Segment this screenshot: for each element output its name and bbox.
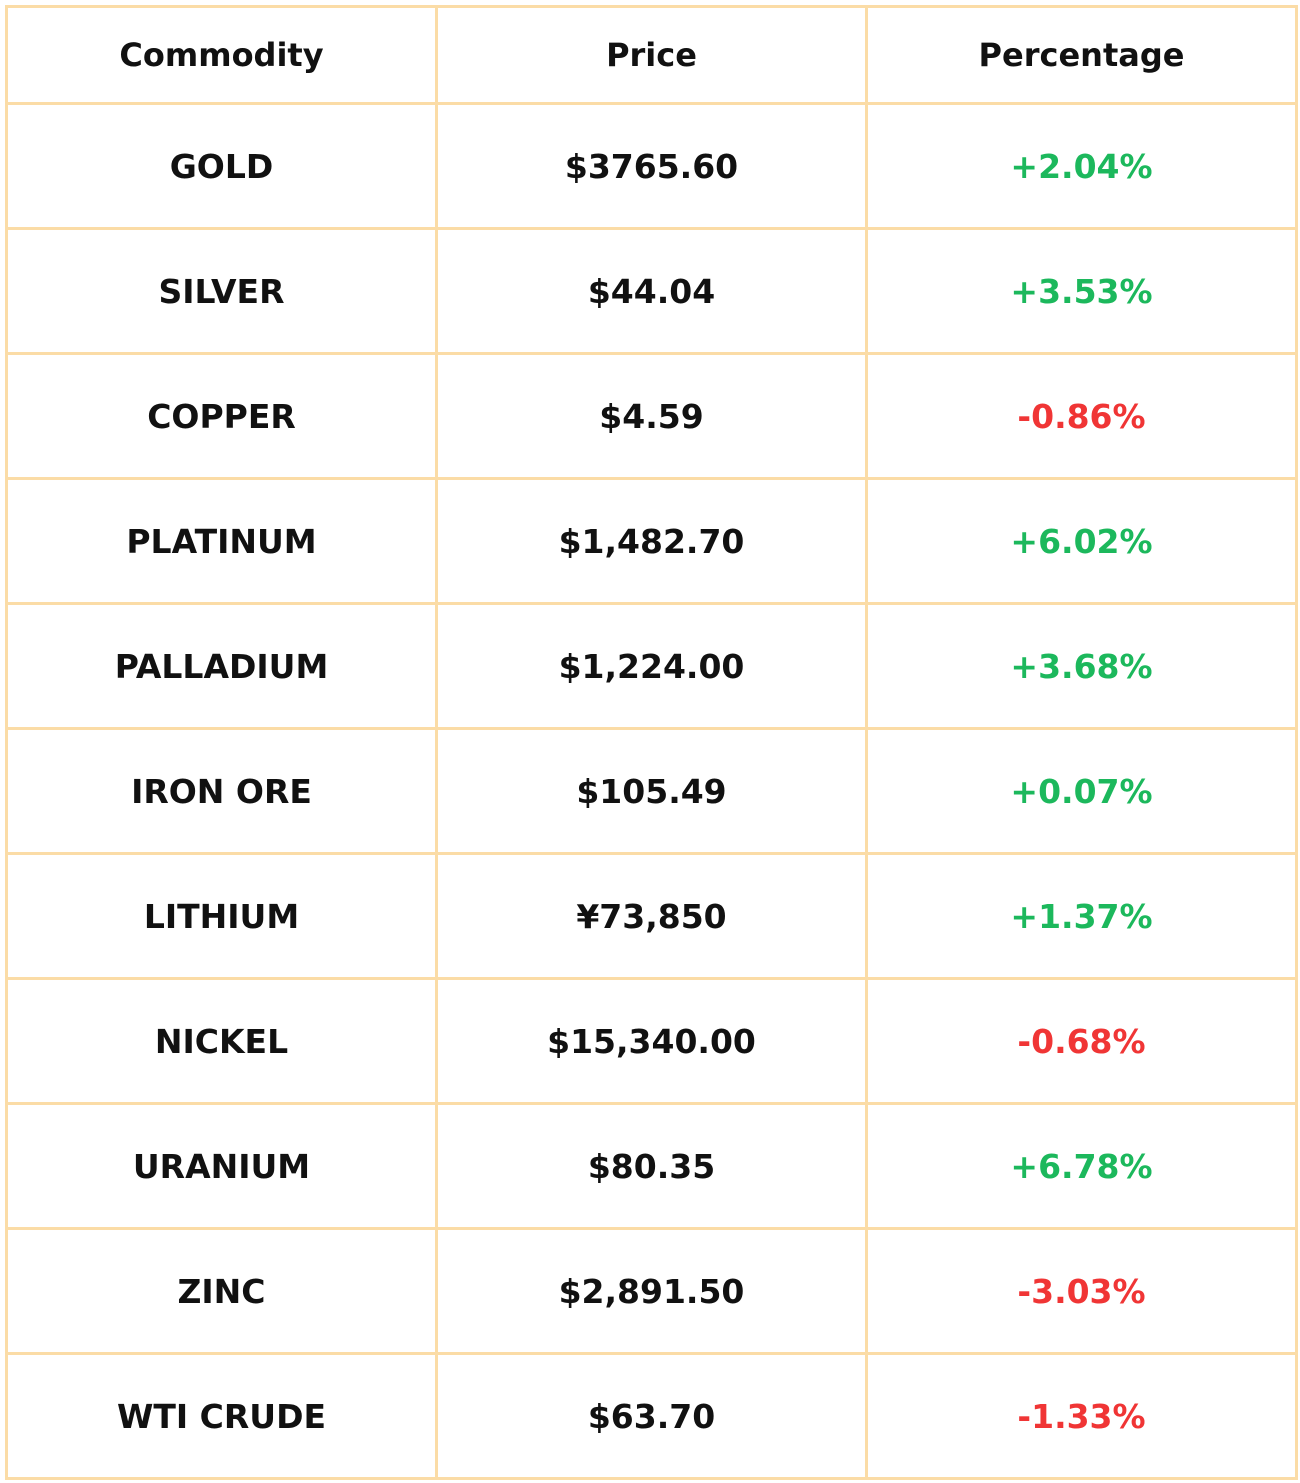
commodity-cell: PALLADIUM [5, 602, 438, 730]
commodity-cell: URANIUM [5, 1102, 438, 1230]
table-body: GOLD $3765.60 +2.04% SILVER $44.04 +3.53% COPP… [5, 102, 1298, 1480]
commodity-cell: WTI CRUDE [5, 1352, 438, 1480]
commodity-cell: LITHIUM [5, 852, 438, 980]
price-cell: $1,224.00 [435, 602, 868, 730]
table-row: IRON ORE $105.49 +0.07% [5, 727, 1298, 855]
percentage-cell: -0.86% [865, 352, 1298, 480]
percentage-cell: +3.68% [865, 602, 1298, 730]
table-row: GOLD $3765.60 +2.04% [5, 102, 1298, 230]
commodity-cell: PLATINUM [5, 477, 438, 605]
table-row: SILVER $44.04 +3.53% [5, 227, 1298, 355]
commodity-cell: GOLD [5, 102, 438, 230]
percentage-cell: +6.02% [865, 477, 1298, 605]
column-header: Percentage [865, 5, 1298, 105]
price-cell: $3765.60 [435, 102, 868, 230]
percentage-cell: +2.04% [865, 102, 1298, 230]
commodity-cell: NICKEL [5, 977, 438, 1105]
price-cell: $4.59 [435, 352, 868, 480]
column-header: Price [435, 5, 868, 105]
price-cell: $105.49 [435, 727, 868, 855]
percentage-cell: -1.33% [865, 1352, 1298, 1480]
commodity-cell: SILVER [5, 227, 438, 355]
commodity-cell: ZINC [5, 1227, 438, 1355]
price-cell: $44.04 [435, 227, 868, 355]
table-row: LITHIUM ¥73,850 +1.37% [5, 852, 1298, 980]
price-cell: $2,891.50 [435, 1227, 868, 1355]
commodity-cell: IRON ORE [5, 727, 438, 855]
percentage-cell: +6.78% [865, 1102, 1298, 1230]
table-row: COPPER $4.59 -0.86% [5, 352, 1298, 480]
table-row: PALLADIUM $1,224.00 +3.68% [5, 602, 1298, 730]
commodity-table: Commodity Price Percentage GOLD $3765.60 +2.… [5, 5, 1298, 1480]
commodity-cell: COPPER [5, 352, 438, 480]
table-header: Commodity Price Percentage [5, 5, 1298, 105]
price-cell: ¥73,850 [435, 852, 868, 980]
table-row: PLATINUM $1,482.70 +6.02% [5, 477, 1298, 605]
table-row: ZINC $2,891.50 -3.03% [5, 1227, 1298, 1355]
table-row: URANIUM $80.35 +6.78% [5, 1102, 1298, 1230]
price-cell: $15,340.00 [435, 977, 868, 1105]
percentage-cell: -3.03% [865, 1227, 1298, 1355]
percentage-cell: -0.68% [865, 977, 1298, 1105]
column-header: Commodity [5, 5, 438, 105]
table-row: WTI CRUDE $63.70 -1.33% [5, 1352, 1298, 1480]
header-row: Commodity Price Percentage [5, 5, 1298, 105]
price-cell: $80.35 [435, 1102, 868, 1230]
price-cell: $1,482.70 [435, 477, 868, 605]
price-cell: $63.70 [435, 1352, 868, 1480]
percentage-cell: +0.07% [865, 727, 1298, 855]
percentage-cell: +3.53% [865, 227, 1298, 355]
percentage-cell: +1.37% [865, 852, 1298, 980]
table-row: NICKEL $15,340.00 -0.68% [5, 977, 1298, 1105]
